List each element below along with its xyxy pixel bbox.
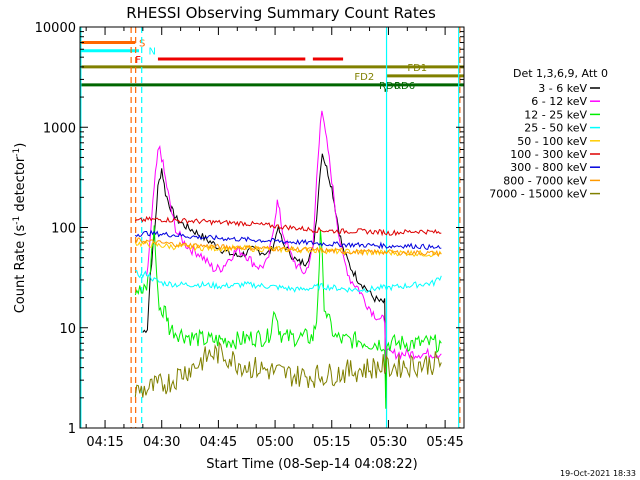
- x-tick-label: 05:30: [370, 435, 407, 450]
- y-tick-label: 10000: [35, 21, 76, 36]
- flag-label-n: N: [149, 47, 156, 58]
- legend-entry-label: 50 - 100 keV: [517, 135, 587, 148]
- y-tick-label: 1: [68, 422, 76, 437]
- series-line: [134, 237, 442, 257]
- flag-label-fd2: FD2: [354, 72, 374, 83]
- chart-title: RHESSI Observing Summary Count Rates: [126, 4, 436, 22]
- series-line: [135, 229, 442, 250]
- y-axis-label-close: ): [13, 143, 28, 148]
- legend-entry-label: 100 - 300 keV: [510, 148, 587, 161]
- series-line: [135, 269, 442, 293]
- flag-label-fd1: FD1: [407, 63, 427, 74]
- legend-header: Det 1,3,6,9, Att 0: [513, 67, 608, 80]
- x-tick-label: 04:30: [143, 435, 180, 450]
- series-layer: [134, 110, 442, 409]
- y-tick-label: 1000: [43, 121, 76, 136]
- y-axis: 1 10 100 1000 10000: [35, 21, 464, 437]
- x-tick-label: 05:00: [256, 435, 293, 450]
- legend-entry-label: 25 - 50 keV: [524, 122, 587, 135]
- flag-label-rd6: RD6: [394, 81, 415, 92]
- flag-label-rd6: RD6: [379, 81, 400, 92]
- y-axis-label-sup2: -1: [12, 148, 22, 157]
- legend-entry-label: 3 - 6 keV: [538, 82, 587, 95]
- flag-label-f: F: [135, 55, 141, 66]
- flag-label-s: S: [139, 39, 145, 50]
- x-tick-label: 04:45: [200, 435, 237, 450]
- legend-entry-label: 7000 - 15000 keV: [489, 188, 587, 201]
- x-tick-label: 05:45: [426, 435, 463, 450]
- generation-timestamp: 19-Oct-2021 18:33: [560, 469, 636, 478]
- series-line: [134, 341, 442, 398]
- y-tick-label: 10: [59, 322, 76, 337]
- x-axis-label: Start Time (08-Sep-14 04:08:22): [206, 457, 417, 472]
- x-axis: 04:15 04:30 04:45 05:00 05:15 05:30 05:45: [85, 27, 464, 450]
- series-line: [134, 215, 442, 237]
- legend-entry-label: 300 - 800 keV: [510, 161, 587, 174]
- legend-entry-label: 12 - 25 keV: [524, 108, 587, 121]
- y-tick-label: 100: [51, 222, 76, 237]
- series-line: [134, 225, 442, 409]
- legend-entry-label: 6 - 12 keV: [531, 95, 587, 108]
- y-axis-label-tail: detector: [13, 156, 28, 216]
- x-tick-label: 05:15: [313, 435, 350, 450]
- legend-entry-label: 800 - 7000 keV: [503, 174, 587, 187]
- y-axis-label-main: Count Rate (s: [13, 225, 28, 314]
- y-axis-label-sup: -1: [12, 216, 22, 225]
- x-tick-label: 04:15: [86, 435, 123, 450]
- y-axis-label: Count Rate (s-1 detector-1): [12, 143, 28, 314]
